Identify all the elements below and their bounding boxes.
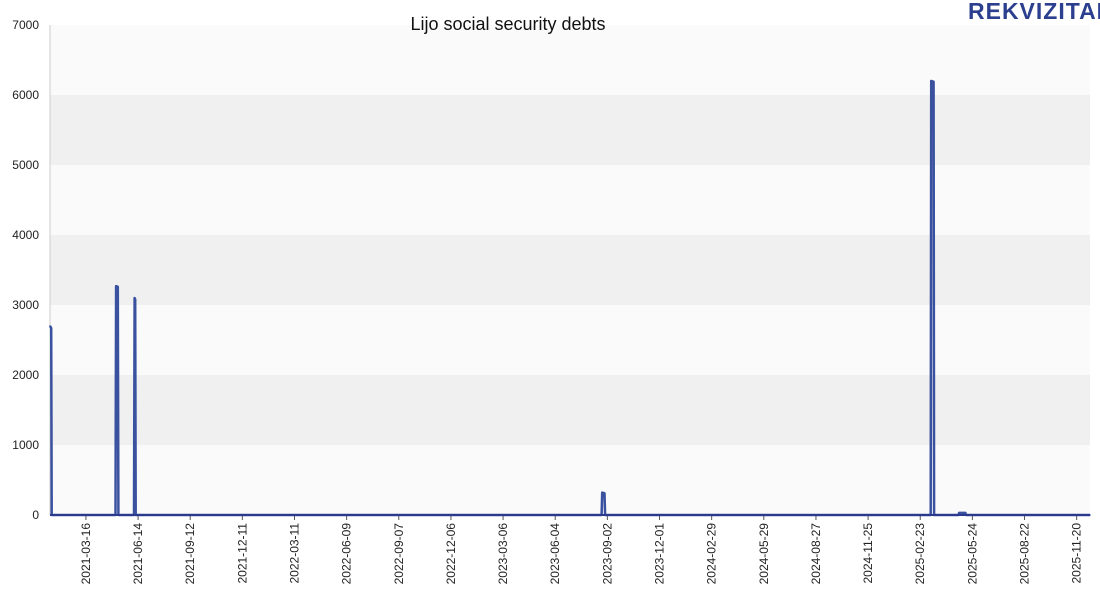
- rekvizitai-logo[interactable]: REKVIZITAI VŽ: [968, 0, 1100, 24]
- data-point: [964, 512, 967, 514]
- x-tick-label: 2022-12-06: [444, 523, 458, 585]
- x-tick-label: 2023-03-06: [496, 523, 510, 585]
- data-point: [603, 492, 606, 495]
- data-point: [932, 80, 935, 83]
- y-tick-label: 3000: [12, 298, 39, 312]
- x-tick-label: 2023-12-01: [653, 523, 667, 585]
- grid-band: [50, 95, 1090, 165]
- y-tick-label: 2000: [12, 368, 39, 382]
- x-tick-label: 2021-03-16: [79, 523, 93, 585]
- x-tick-label: 2024-11-25: [861, 523, 875, 584]
- x-tick-label: 2021-12-11: [235, 523, 249, 584]
- x-tick-label: 2022-03-11: [288, 523, 302, 584]
- chart-title: Lijo social security debts: [410, 14, 605, 34]
- x-tick-label: 2025-02-23: [913, 523, 927, 585]
- data-point: [115, 285, 117, 287]
- x-tick-label: 2025-08-22: [1018, 523, 1032, 585]
- y-tick-label: 0: [32, 508, 39, 522]
- data-point: [116, 286, 119, 288]
- data-point: [49, 325, 51, 327]
- x-tick-label: 2024-05-29: [757, 523, 771, 585]
- x-tick-label: 2025-05-24: [965, 523, 979, 585]
- x-tick-label: 2024-02-29: [705, 523, 719, 585]
- x-tick-label: 2022-06-09: [340, 523, 354, 585]
- grid-band: [50, 375, 1090, 445]
- data-point: [930, 80, 933, 82]
- x-tick-label: 2023-06-04: [548, 523, 562, 585]
- x-tick-label: 2021-09-12: [183, 523, 197, 585]
- data-point: [133, 297, 136, 299]
- grid-band: [50, 235, 1090, 305]
- x-tick-label: 2024-08-27: [809, 523, 823, 585]
- x-tick-label: 2022-09-07: [392, 523, 406, 585]
- y-tick-label: 4000: [12, 228, 39, 242]
- y-tick-label: 7000: [12, 18, 39, 32]
- x-tick-label: 2021-06-14: [131, 523, 145, 585]
- data-point: [958, 512, 960, 514]
- x-tick-label: 2025-11-20: [1070, 523, 1084, 584]
- y-tick-label: 1000: [12, 438, 39, 452]
- data-point: [601, 491, 603, 494]
- x-tick-label: 2023-09-02: [600, 523, 614, 585]
- y-tick-label: 6000: [12, 88, 39, 102]
- data-point: [50, 327, 52, 329]
- logo-text: REKVIZITAI: [968, 0, 1100, 24]
- y-tick-label: 5000: [12, 158, 39, 172]
- data-point: [134, 298, 136, 301]
